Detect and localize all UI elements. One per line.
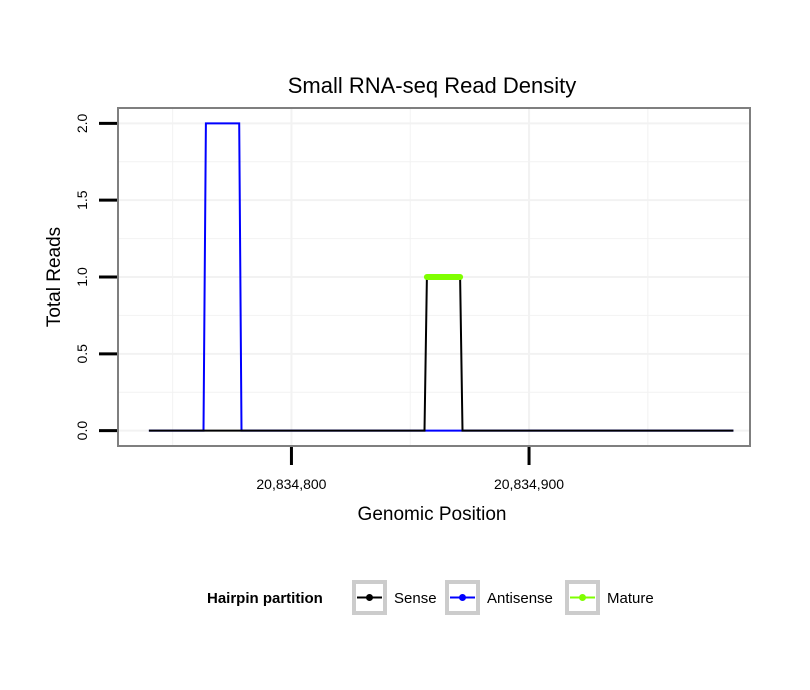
series-layer xyxy=(148,122,734,432)
y-axis-label: Total Reads xyxy=(44,227,65,327)
legend-key xyxy=(445,580,480,615)
y-tick-label: 0.0 xyxy=(74,421,90,441)
y-tick-label: 1.5 xyxy=(74,190,90,210)
legend-label-sense: Sense xyxy=(394,590,437,607)
legend-key-point xyxy=(366,594,373,601)
legend-label-antisense: Antisense xyxy=(487,590,553,607)
y-axis: 0.0 0.5 1.0 1.5 2.0 xyxy=(74,113,117,440)
x-axis: 20,834,800 20,834,900 xyxy=(256,447,564,492)
plot-panel xyxy=(117,107,751,447)
legend: Hairpin partition Sense Antisense Mature xyxy=(207,580,654,615)
x-tick-label: 20,834,900 xyxy=(494,476,564,492)
y-tick-label: 2.0 xyxy=(74,113,90,133)
legend-label-mature: Mature xyxy=(607,590,654,607)
legend-key-point xyxy=(579,594,586,601)
plot-border xyxy=(117,107,751,447)
legend-key-point xyxy=(459,594,466,601)
x-tick-label: 20,834,800 xyxy=(256,476,326,492)
y-tick-label: 0.5 xyxy=(74,344,90,364)
chart-title: Small RNA-seq Read Density xyxy=(288,73,577,98)
legend-title: Hairpin partition xyxy=(207,590,323,607)
legend-entries: Sense Antisense Mature xyxy=(352,580,654,615)
x-axis-label: Genomic Position xyxy=(358,504,507,525)
y-tick-label: 1.0 xyxy=(74,267,90,287)
